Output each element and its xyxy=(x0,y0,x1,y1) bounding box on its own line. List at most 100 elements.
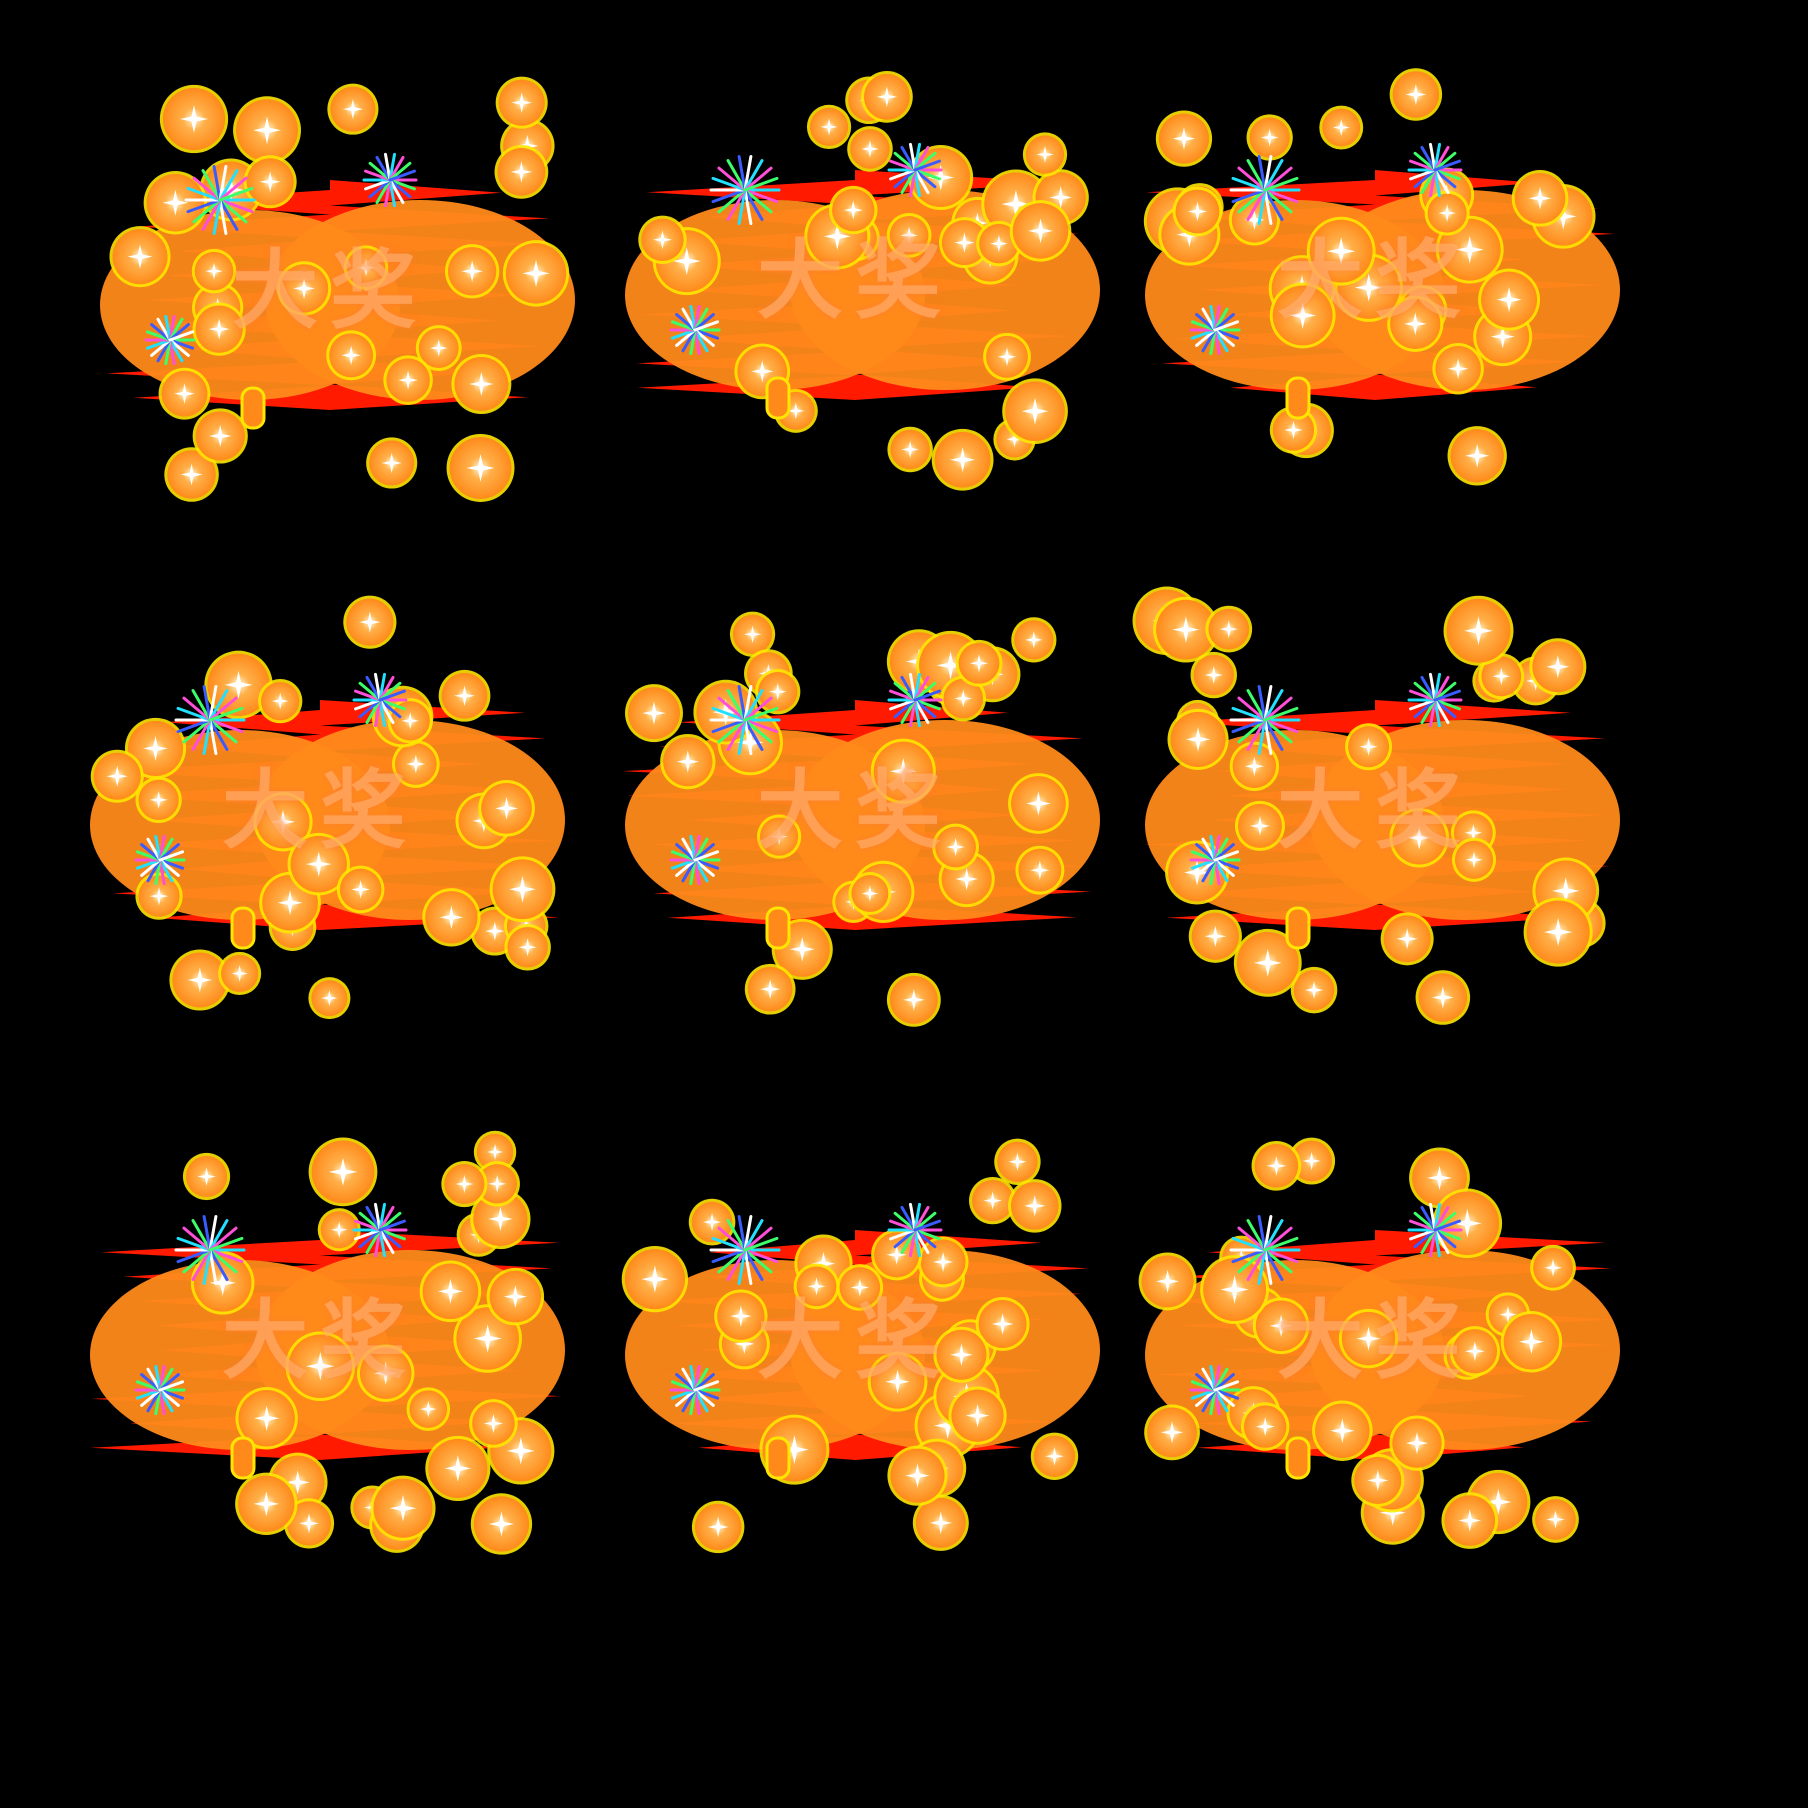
sparkle-icon xyxy=(507,1437,535,1465)
sparkle-icon xyxy=(1496,287,1522,313)
sparkle-icon xyxy=(955,867,978,891)
coin-drip xyxy=(230,1436,256,1480)
firework-burst-icon xyxy=(709,155,781,225)
sparkle-icon xyxy=(473,1324,502,1353)
sparkle-icon xyxy=(483,1413,504,1434)
sparkle-icon xyxy=(351,880,370,899)
sparkle-icon xyxy=(209,1269,236,1296)
sparkle-icon xyxy=(885,1369,910,1394)
sparkle-icon xyxy=(1464,824,1483,842)
sparkle-icon xyxy=(259,171,281,193)
explosion-sprite xyxy=(1138,1137,1620,1549)
sparkle-icon xyxy=(271,809,295,834)
sparkle-icon xyxy=(1185,727,1211,752)
sparkle-icon xyxy=(429,339,448,358)
sparkle-icon xyxy=(305,1351,335,1381)
sparkle-icon xyxy=(1028,218,1054,244)
coin-drip xyxy=(240,386,266,430)
sparkle-icon xyxy=(469,371,494,397)
sparkle-icon xyxy=(1405,84,1427,105)
sparkle-icon xyxy=(1302,1151,1321,1171)
sparkle-icon xyxy=(807,1277,826,1296)
sparkle-icon xyxy=(1485,1488,1512,1516)
sparkle-icon xyxy=(820,118,838,136)
sparkle-icon xyxy=(1453,1209,1482,1238)
coin-drip xyxy=(1285,906,1311,950)
sparkle-icon xyxy=(1403,312,1427,336)
sparkle-icon xyxy=(1546,655,1570,679)
sparkle-icon xyxy=(1464,616,1493,646)
sparkle-icon xyxy=(1354,273,1383,302)
explosion-sprite xyxy=(621,1138,1100,1554)
sparkle-icon xyxy=(811,1251,836,1276)
firework-burst-icon xyxy=(709,1215,781,1285)
sparkle-icon xyxy=(929,1511,953,1535)
explosion-sprite xyxy=(90,595,565,1020)
sparkle-icon xyxy=(1204,665,1223,685)
sparkle-icon xyxy=(253,1405,280,1431)
firework-burst-icon xyxy=(1407,142,1463,198)
sparkle-icon xyxy=(149,790,168,809)
coin-drip xyxy=(230,906,256,950)
sparkle-icon xyxy=(652,230,673,250)
sparkle-icon xyxy=(1552,877,1580,905)
firework-burst-icon xyxy=(887,1202,943,1258)
explosion-sprite xyxy=(621,611,1100,1027)
sparkle-icon xyxy=(1427,1165,1452,1191)
sparkle-icon xyxy=(751,360,774,383)
firework-burst-icon xyxy=(144,314,196,366)
sparkle-icon xyxy=(997,347,1017,367)
sparkle-icon xyxy=(466,454,495,482)
sparkle-icon xyxy=(1255,1417,1275,1437)
firework-burst-icon xyxy=(134,1364,186,1416)
sparkle-icon xyxy=(901,440,920,459)
explosion-frame: 大奖 xyxy=(50,590,590,1050)
sparkle-icon xyxy=(455,1175,474,1194)
sparkle-icon xyxy=(197,1167,216,1186)
explosion-frame: 大奖 xyxy=(50,1120,590,1580)
sparkle-icon xyxy=(1544,1258,1562,1277)
sparkle-icon xyxy=(1284,420,1303,440)
explosion-frame: 大奖 xyxy=(585,1120,1125,1580)
sparkle-icon xyxy=(1332,119,1350,137)
sparkle-icon xyxy=(489,1511,514,1537)
firework-burst-icon xyxy=(887,672,943,728)
sparkle-icon xyxy=(143,736,168,761)
sparkle-icon xyxy=(1546,1510,1565,1529)
explosion-frame: 大奖 xyxy=(1105,1120,1645,1580)
sparkle-icon xyxy=(511,92,533,114)
sparkle-icon xyxy=(1030,860,1050,880)
firework-burst-icon xyxy=(1229,155,1301,225)
sparkle-icon xyxy=(950,1343,973,1366)
sparkle-icon xyxy=(439,905,464,930)
sparkle-icon xyxy=(823,222,851,250)
sparkle-icon xyxy=(406,754,426,774)
sparkle-icon xyxy=(1438,204,1456,222)
sparkle-icon xyxy=(1244,756,1265,777)
sparkle-icon xyxy=(1244,209,1265,231)
sparkle-icon xyxy=(889,757,917,785)
sparkle-icon xyxy=(488,1174,507,1193)
firework-burst-icon xyxy=(669,304,721,356)
sparkle-icon xyxy=(518,938,537,957)
sparkle-icon xyxy=(522,259,550,287)
sparkle-icon xyxy=(965,1403,990,1428)
coin-drip xyxy=(765,906,791,950)
firework-burst-icon xyxy=(887,142,943,198)
sparkle-icon xyxy=(437,1278,463,1304)
sparkle-icon xyxy=(850,1278,870,1297)
sparkle-icon xyxy=(641,1265,669,1293)
sparkle-icon xyxy=(743,625,762,644)
sparkle-icon xyxy=(299,1513,319,1534)
sparkle-icon xyxy=(1327,237,1356,266)
sparkle-icon xyxy=(1172,127,1196,150)
sparkle-icon xyxy=(485,921,505,941)
sparkle-icon xyxy=(900,226,918,245)
coin-drip xyxy=(1285,376,1311,420)
sparkle-icon xyxy=(1289,301,1317,329)
sparkle-icon xyxy=(730,1305,752,1327)
sparkle-icon xyxy=(1155,1269,1180,1294)
firework-burst-icon xyxy=(134,834,186,886)
sparkle-icon xyxy=(205,262,223,280)
